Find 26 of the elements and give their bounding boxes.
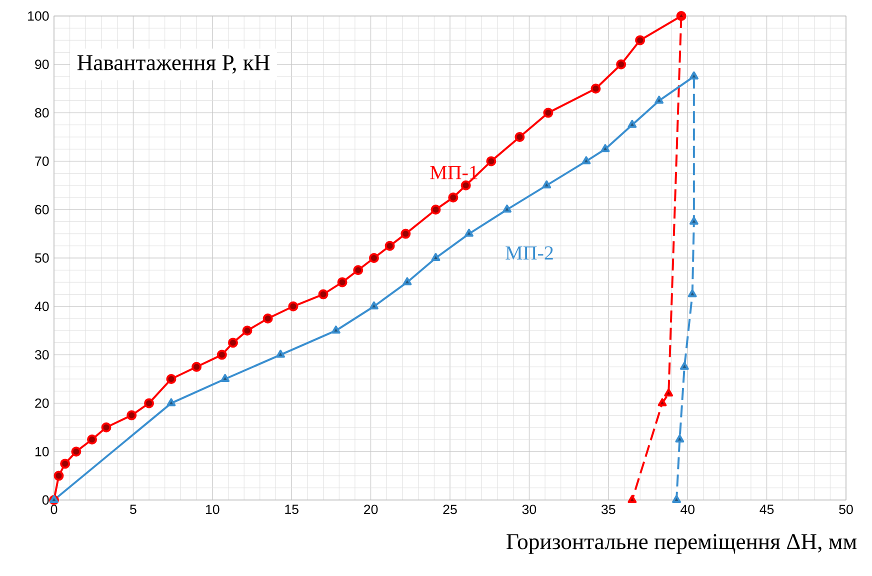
x-tick-label: 30: [522, 504, 536, 514]
y-tick-label: 60: [35, 204, 49, 214]
y-tick-label: 80: [35, 108, 49, 118]
y-tick-label: 40: [34, 302, 49, 312]
x-tick-label: 15: [285, 504, 298, 514]
x-tick-label: 50: [839, 504, 853, 514]
series-label: МП-2: [506, 246, 553, 260]
y-tick-label: 90: [35, 60, 49, 70]
x-tick-label: 5: [130, 504, 136, 514]
y-tick-label: 70: [35, 156, 49, 166]
y-tick-label: 50: [35, 253, 49, 263]
y-tick-label: 30: [34, 350, 49, 360]
x-tick-label: 35: [601, 504, 616, 514]
y-tick-label: 100: [28, 11, 49, 21]
x-tick-label: 45: [760, 504, 774, 514]
x-tick-label: 0: [50, 504, 58, 514]
x-tick-label: 40: [680, 504, 694, 514]
y-tick-label: 0: [42, 495, 49, 505]
x-tick-label: 20: [364, 504, 378, 514]
series-label: МП-1: [430, 166, 478, 180]
x-tick-label: 25: [443, 504, 457, 514]
x-tick-label: 10: [206, 504, 220, 514]
x-axis-title: Горизонтальне переміщення ΔH, мм: [506, 534, 857, 554]
y-tick-label: 20: [35, 398, 49, 408]
y-axis-title: Навантаження Р, кН: [77, 55, 270, 74]
y-tick-label: 10: [35, 446, 49, 456]
